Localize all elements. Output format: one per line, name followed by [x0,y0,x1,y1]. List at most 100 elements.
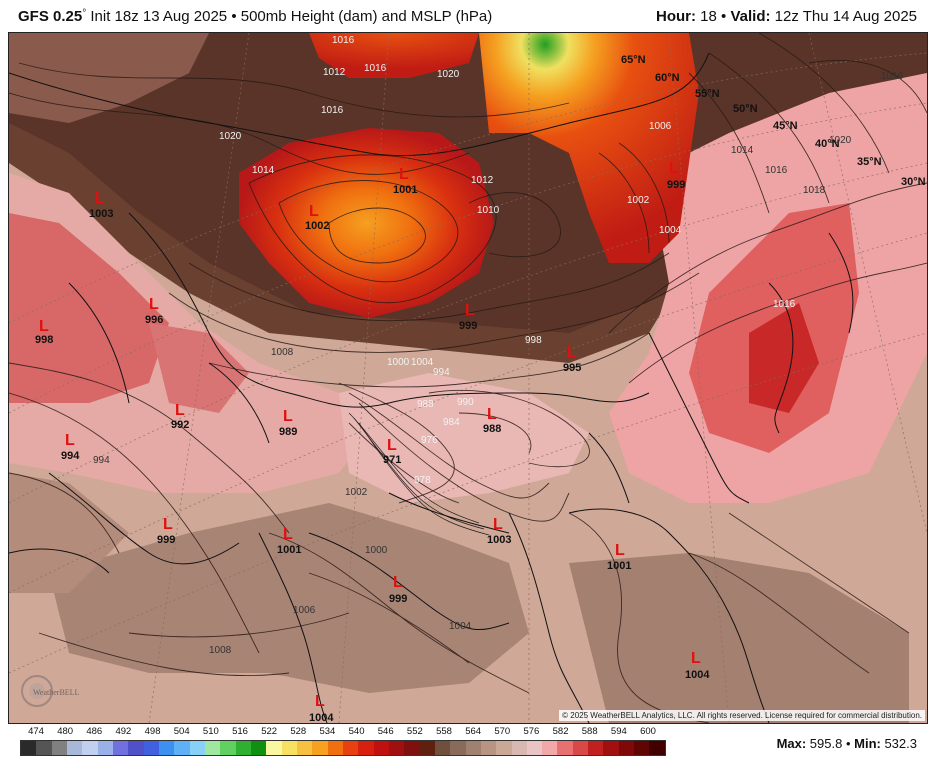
lat-label-35: 35°N [857,156,882,168]
header-title: GFS 0.25° Init 18z 13 Aug 2025 • 500mb H… [18,8,492,25]
isobar-label: 1020 [437,69,460,80]
colorbar-swatch [174,741,190,755]
colorbar-tick-label: 510 [202,726,219,737]
low-pressure: 1003 [487,534,511,546]
header-valid: Hour: 18 • Valid: 12z Thu 14 Aug 2025 [656,8,917,25]
low-pressure: 971 [383,454,401,466]
colorbar-tick-label: 594 [610,726,627,737]
colorbar-swatch [603,741,619,755]
low-pressure: 1001 [277,544,301,556]
sw-brown [9,473,129,593]
isobar-label: 1002 [627,195,650,206]
colorbar-tick-label: 588 [581,726,598,737]
colorbar-tick-label: 480 [57,726,74,737]
colorbar-tick-label: 516 [232,726,248,737]
hour-value: 18 [696,8,717,25]
colorbar-swatch [296,741,313,755]
low-letter: L [465,302,475,319]
min-value: 532.3 [880,736,917,751]
colorbar-tick-label: 492 [115,726,132,737]
colorbar-swatches [20,740,666,756]
colorbar-swatch [250,741,267,755]
header-separator: • [227,8,241,25]
low-letter: L [567,344,577,361]
colorbar-labels: 474 480 486 492 498 504 510 516 522 528 534 540 546 5… [20,726,670,740]
isobar-label: 1016 [332,35,355,46]
degree-symbol: ° [82,8,87,19]
colorbar-tick-label: 558 [436,726,452,737]
colorbar-swatch [220,741,236,755]
low-pressure: 999 [389,593,407,605]
colorbar-swatch [419,741,435,755]
isobar-label: 1010 [477,205,500,216]
tibet-contours [348,412,490,536]
colorbar-swatch [618,741,635,755]
valid-value: 12z Thu 14 Aug 2025 [770,8,917,25]
max-value: 595.8 [806,736,843,751]
isobar-label: 988 [417,399,434,410]
hour-label: Hour: [656,8,697,25]
weather-map[interactable]: 65°N 60°N 55°N 50°N 45°N 40°N 35°N 30°N … [9,33,927,723]
warm-northeast [479,33,699,263]
colorbar-swatch [36,741,52,755]
isobar-label: 1008 [209,645,232,656]
colorbar-swatch [51,741,67,755]
colorbar-swatch [358,741,374,755]
copyright-notice: © 2025 WeatherBELL Analytics, LLC. All r… [559,710,925,721]
lat-label-40: 40°N [815,138,840,150]
low-letter: L [39,318,49,335]
colorbar-swatch [634,741,650,755]
isobar-label: 1002 [345,487,368,498]
west-red-patch-2 [149,323,249,413]
colorbar-tick-label: 582 [552,726,569,737]
isobar-label: 978 [414,475,431,486]
colorbar-swatch [97,741,113,755]
low-marker[interactable]: L 1004 [685,650,710,681]
stats-separator: • [842,736,855,751]
low-pressure: 998 [35,334,53,346]
isobar-label: 1004 [449,621,472,632]
isobar-label: 1004 [411,357,434,368]
warm-north-central [309,33,479,78]
colorbar-tick-label: 474 [28,726,44,737]
low-pressure: 1001 [393,184,417,196]
low-marker[interactable]: L 1004 [309,693,334,723]
isobar-label: 1014 [731,145,754,156]
colorbar-swatch [312,741,328,755]
low-letter: L [487,406,497,423]
map-panel[interactable]: 65°N 60°N 55°N 50°N 45°N 40°N 35°N 30°N … [8,32,928,724]
colorbar-swatch [373,741,389,755]
isobar-label: 1016 [773,299,796,310]
low-letter: L [283,408,293,425]
low-pressure: 1001 [607,560,631,572]
isobar-label: 1016 [765,165,788,176]
init-time: Init 18z 13 Aug 2025 [86,8,228,25]
colorbar-swatch [112,741,129,755]
colorbar-tick-label: 564 [465,726,482,737]
low-letter: L [65,432,75,449]
colorbar-swatch [21,741,37,755]
lat-label-60: 60°N [655,72,680,84]
colorbar-swatch [557,741,573,755]
colorbar-swatch [572,741,589,755]
low-pressure: 995 [563,362,581,374]
isobar-label: 1016 [881,71,904,82]
